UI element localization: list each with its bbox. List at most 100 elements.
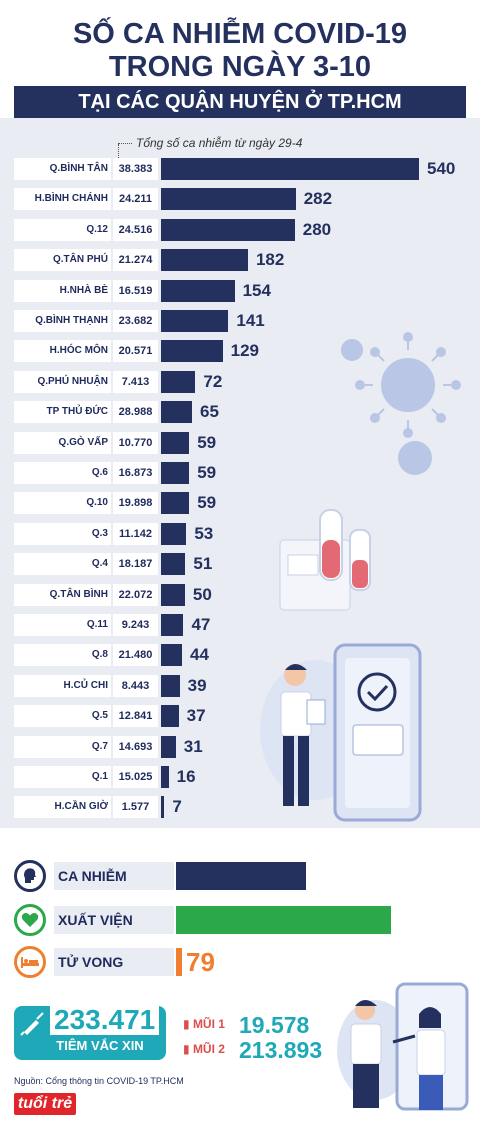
bar-value-label: 7	[172, 797, 182, 816]
bar-value-label: 282	[303, 189, 333, 208]
bar	[161, 766, 169, 788]
syringe-icon	[20, 1012, 44, 1036]
tuoi-tre-logo: tuổi trẻ	[14, 1093, 76, 1115]
district-label: Q.3	[14, 523, 111, 545]
bar-value-label: 141	[236, 311, 265, 330]
bar	[161, 219, 295, 241]
district-total: 10.770	[113, 432, 158, 454]
bar	[161, 553, 186, 575]
bar	[161, 188, 296, 210]
bar	[161, 796, 165, 818]
title-band-text: TẠI CÁC QUẬN HUYỆN Ở TP.HCM	[78, 91, 402, 113]
title-band: TẠI CÁC QUẬN HUYỆN Ở TP.HCM	[14, 86, 466, 118]
vaccine-total: 233.471	[50, 1005, 160, 1035]
bar	[161, 249, 248, 271]
dose-1-value: 19.578	[239, 1012, 310, 1038]
district-label: Q.4	[14, 553, 111, 575]
district-total: 16.873	[113, 462, 158, 484]
bar-value-label: 31	[183, 737, 203, 756]
virus-illustration	[341, 332, 461, 475]
vaccination-illustration	[337, 982, 469, 1111]
deaths-value: 79	[186, 947, 215, 977]
district-total: 1.577	[113, 796, 158, 818]
vaccine-label: TIÊM VẮC XIN	[56, 1038, 144, 1053]
bar	[161, 614, 184, 636]
test-tube-illustration	[279, 509, 371, 611]
recovered-value: 4.069	[299, 905, 365, 935]
district-label: Q.TÂN BÌNH	[14, 584, 111, 606]
infected-value: 2.461	[214, 861, 280, 891]
district-total: 15.025	[113, 766, 158, 788]
district-label: TP THỦ ĐỨC	[14, 401, 111, 423]
bar	[161, 705, 179, 727]
district-label: Q.6	[14, 462, 111, 484]
district-label: Q.5	[14, 705, 111, 727]
district-total: 14.693	[113, 736, 158, 758]
deaths-label: TỬ VONG	[54, 948, 174, 976]
district-total: 16.519	[113, 280, 158, 302]
bar-value-label: 16	[176, 767, 196, 786]
infected-bar	[176, 862, 307, 890]
recovered-label: XUẤT VIỆN	[54, 906, 174, 934]
district-total: 8.443	[113, 675, 158, 697]
district-label: H.NHÀ BÈ	[14, 280, 111, 302]
bar	[161, 158, 419, 180]
bar-value-label: 182	[255, 250, 285, 269]
district-label: Q.7	[14, 736, 111, 758]
district-total: 24.516	[113, 219, 158, 241]
recovered-bar	[176, 906, 391, 934]
district-label: Q.BÌNH THẠNH	[14, 310, 111, 332]
district-label: Q.GÒ VẤP	[14, 432, 111, 454]
phone-doctor-illustration	[260, 643, 422, 822]
district-label: H.BÌNH CHÁNH	[14, 188, 111, 210]
deaths-bar	[176, 948, 182, 976]
district-label: H.CỦ CHI	[14, 675, 111, 697]
bar-value-label: 59	[197, 433, 217, 452]
bar	[161, 492, 190, 514]
bar-value-label: 37	[186, 706, 206, 725]
district-total: 24.211	[113, 188, 158, 210]
district-total: 28.988	[113, 401, 158, 423]
bar-value-label: 39	[187, 676, 207, 695]
title-line-1: SỐ CA NHIỄM COVID-19	[72, 18, 408, 50]
bar	[161, 675, 180, 697]
district-label: H.CẦN GIỜ	[14, 796, 111, 818]
bed-icon	[14, 946, 46, 978]
bar-value-label: 154	[242, 281, 271, 300]
district-total: 21.480	[113, 644, 158, 666]
district-total: 21.274	[113, 249, 158, 271]
dose-1-label: ▮ MŨI 1	[183, 1017, 225, 1031]
bar-value-label: 280	[302, 220, 332, 239]
district-label: H.HÓC MÔN	[14, 340, 111, 362]
district-label: Q.TÂN PHÚ	[14, 249, 111, 271]
total-column-note: Tổng số ca nhiễm từ ngày 29-4	[118, 136, 302, 162]
district-total: 7.413	[113, 371, 158, 393]
bar-value-label: 53	[194, 524, 214, 543]
bar	[161, 401, 193, 423]
person-head-icon	[14, 860, 46, 892]
bar-value-label: 47	[191, 615, 211, 634]
district-label: Q.1	[14, 766, 111, 788]
bar-value-label: 50	[192, 585, 212, 604]
district-label: Q.10	[14, 492, 111, 514]
leader-dots	[118, 143, 132, 145]
bar	[161, 310, 229, 332]
title-line-2: TRONG NGÀY 3-10	[108, 51, 372, 83]
bar-value-label: 59	[197, 493, 217, 512]
dose-2-value: 213.893	[239, 1037, 323, 1063]
bar	[161, 644, 183, 666]
bar	[161, 523, 187, 545]
district-total: 19.898	[113, 492, 158, 514]
leader-line	[118, 144, 119, 162]
bar-value-label: 65	[200, 402, 219, 421]
bar	[161, 432, 190, 454]
district-total: 11.142	[113, 523, 158, 545]
bar-value-label: 129	[230, 341, 259, 360]
district-label: Q.8	[14, 644, 111, 666]
district-total: 38.383	[113, 158, 158, 180]
bar	[161, 462, 190, 484]
district-total: 18.187	[113, 553, 158, 575]
district-label: Q.11	[14, 614, 111, 636]
bar	[161, 584, 185, 606]
district-total: 9.243	[113, 614, 158, 636]
